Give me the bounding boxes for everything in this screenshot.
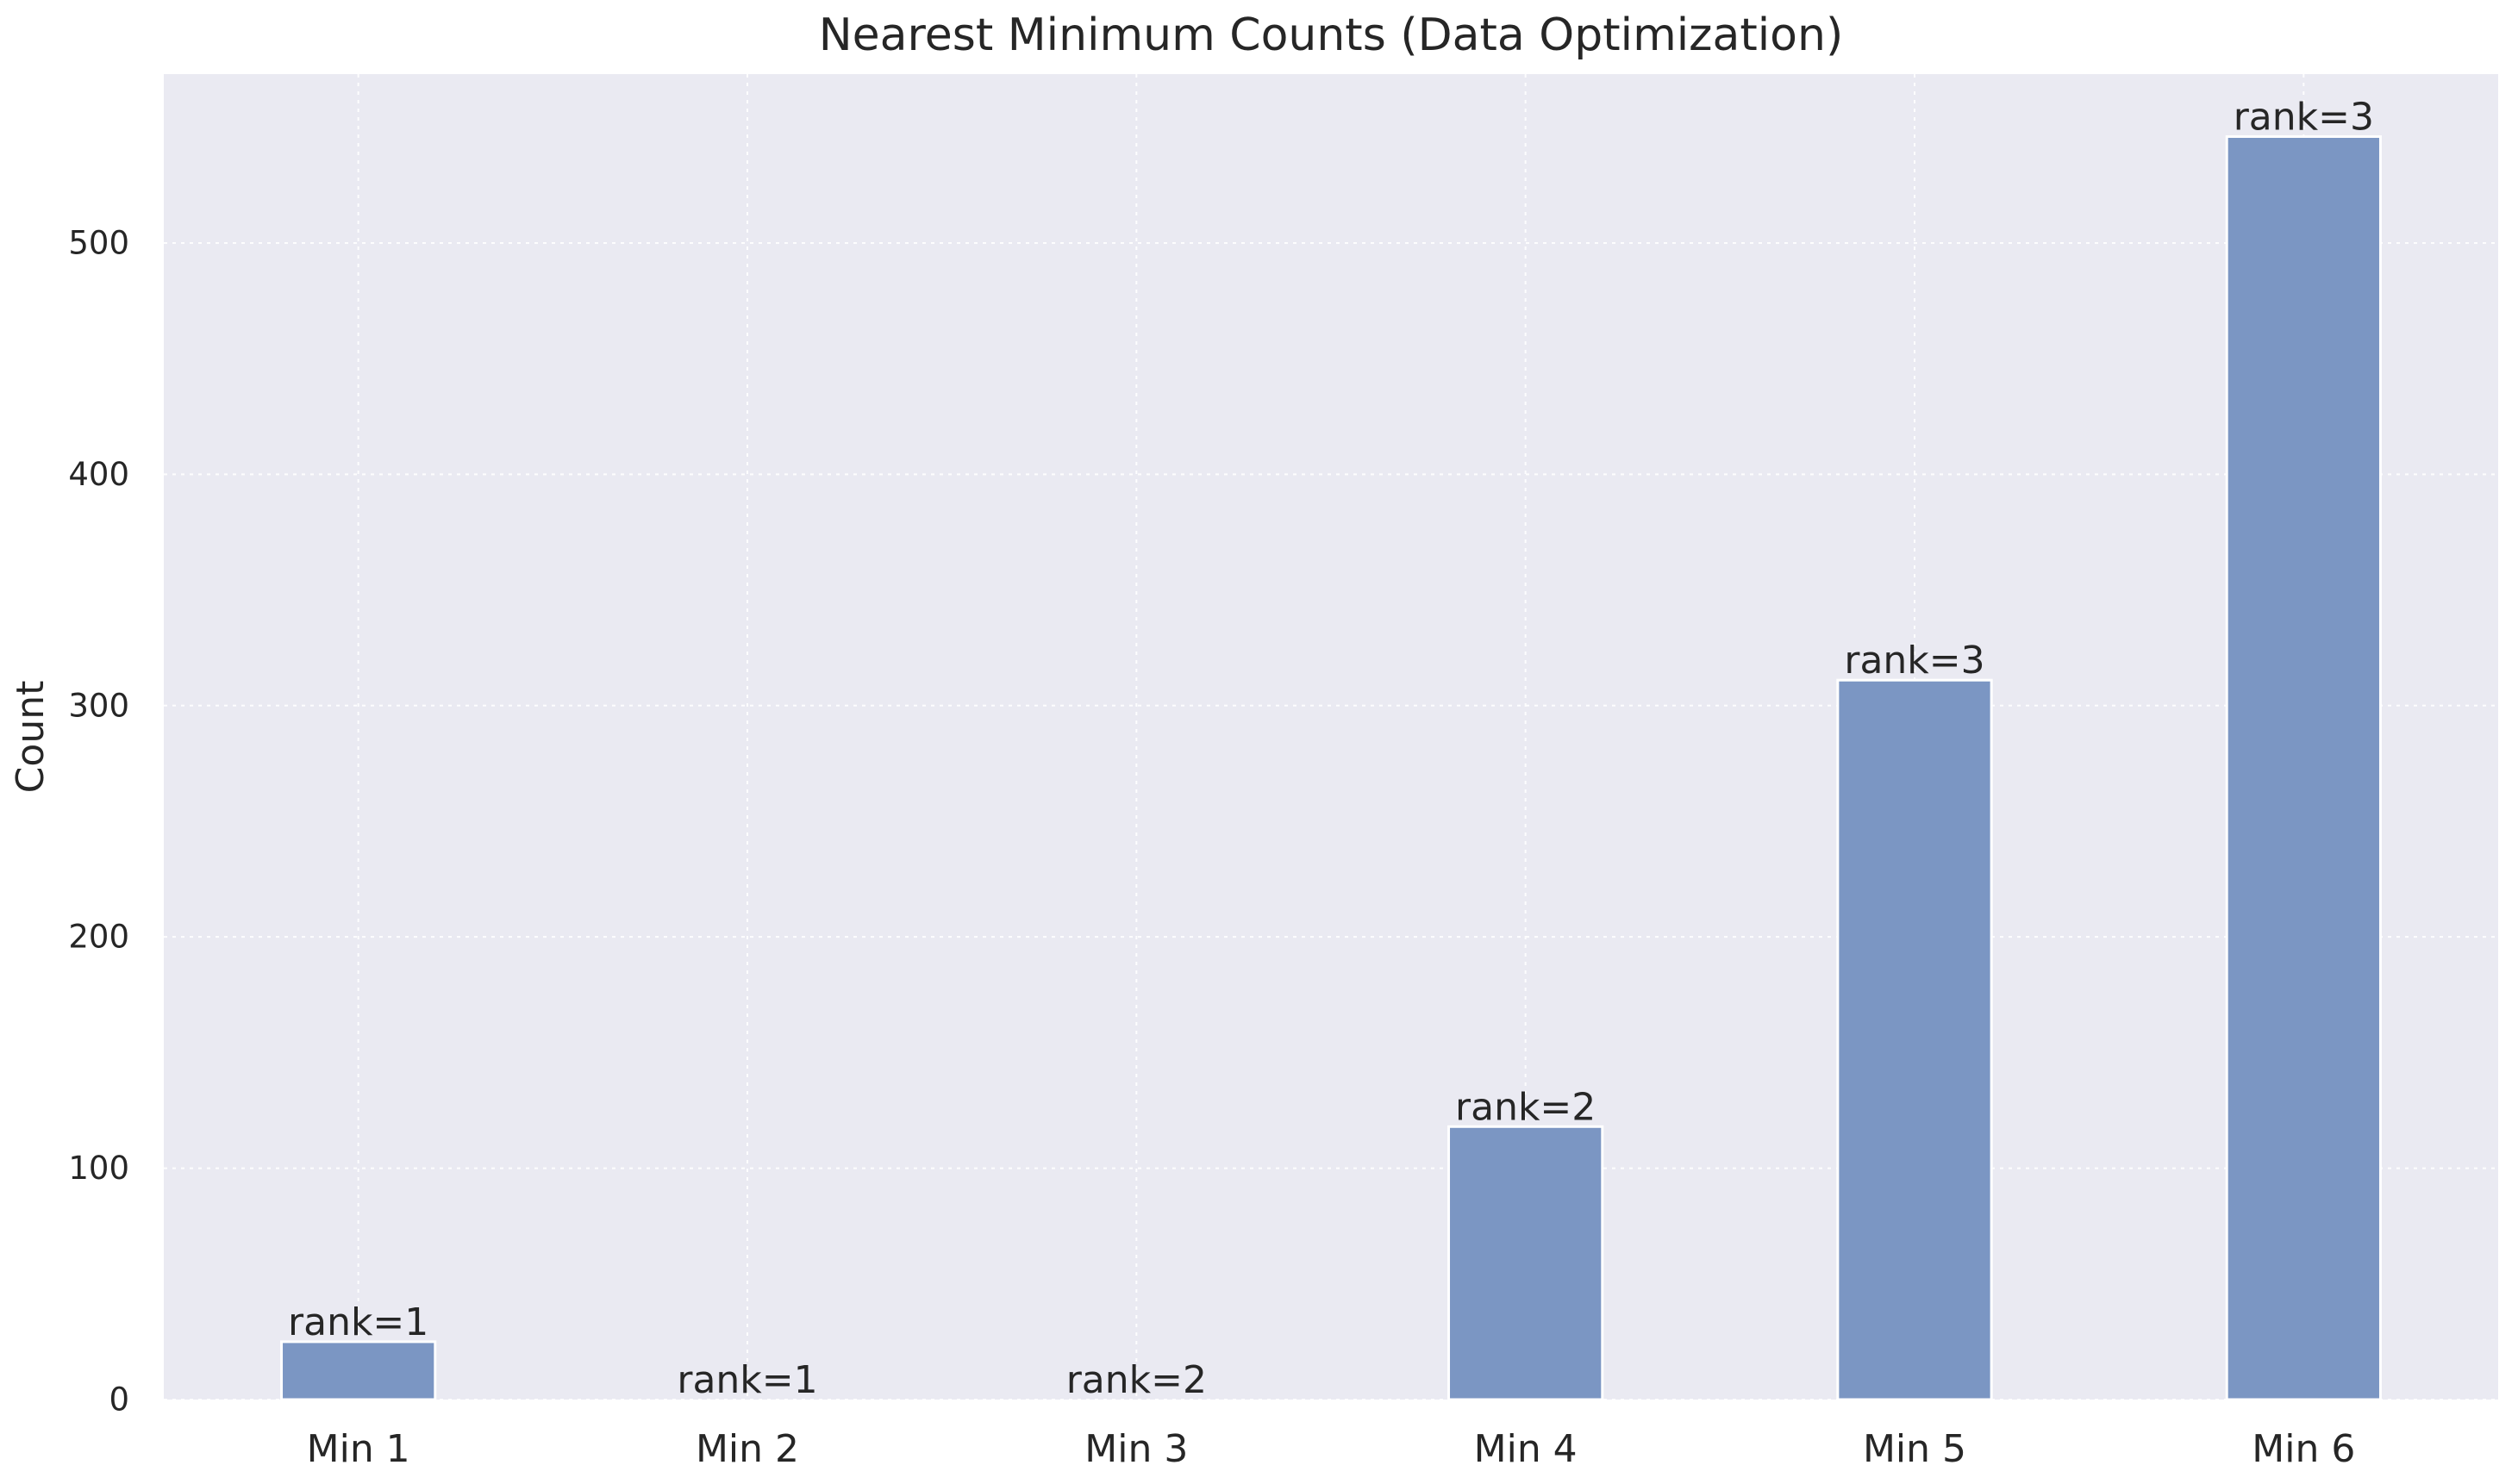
chart-title: Nearest Minimum Counts (Data Optimizatio…	[819, 9, 1843, 61]
y-tick-label: 400	[68, 456, 129, 493]
x-tick-label: Min 1	[307, 1427, 410, 1471]
bar	[280, 1340, 437, 1401]
y-axis-label: Count	[9, 681, 53, 794]
bar-value-label: rank=2	[1066, 1358, 1207, 1402]
x-tick-label: Min 6	[2252, 1427, 2355, 1471]
x-axis-ticks: Min 1 Min 2 Min 3 Min 4 Min 5 Min 6	[307, 1427, 2356, 1471]
bar-labels: rank=1 rank=1 rank=2 rank=2 rank=3 rank=3	[288, 95, 2374, 1402]
y-axis-ticks: 0 100 200 300 400 500	[68, 224, 129, 1418]
bar-value-label: rank=3	[2234, 95, 2374, 139]
bar	[1447, 1125, 1604, 1401]
bar-value-label: rank=2	[1455, 1085, 1596, 1129]
x-tick-label: Min 5	[1863, 1427, 1966, 1471]
y-tick-label: 0	[109, 1381, 129, 1419]
y-tick-label: 200	[68, 919, 129, 956]
x-tick-label: Min 4	[1474, 1427, 1578, 1471]
x-tick-label: Min 2	[696, 1427, 799, 1471]
y-tick-label: 100	[68, 1150, 129, 1187]
bar-value-label: rank=1	[288, 1300, 428, 1344]
y-tick-label: 300	[68, 687, 129, 724]
bar	[2225, 134, 2382, 1401]
bars	[280, 134, 2382, 1401]
y-tick-label: 500	[68, 224, 129, 261]
bar-value-label: rank=3	[1844, 639, 1984, 683]
bar-value-label: rank=1	[677, 1358, 817, 1402]
plot-background	[164, 74, 2498, 1400]
bar	[1836, 678, 1993, 1401]
x-tick-label: Min 3	[1084, 1427, 1188, 1471]
